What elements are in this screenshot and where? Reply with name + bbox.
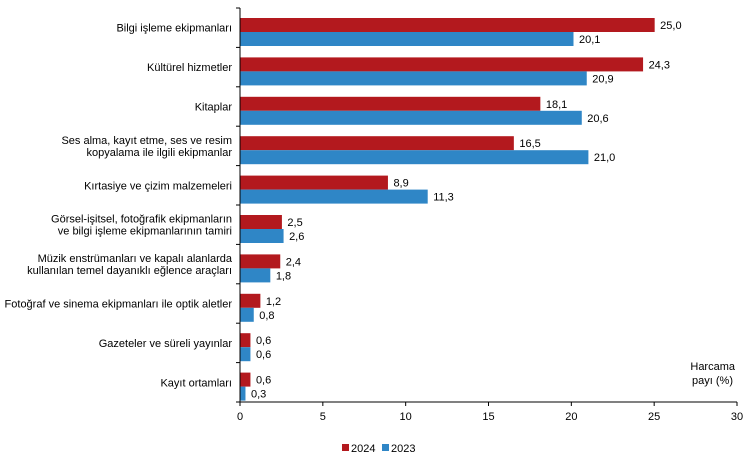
- category-label: Görsel-işitsel, fotoğrafik ekipmanların: [51, 214, 232, 226]
- category-label: Kırtasiye ve çizim malzemeleri: [84, 180, 232, 192]
- data-label-2023: 20,9: [592, 73, 613, 85]
- category-label: ve bilgi işleme ekipmanlarının tamiri: [58, 226, 232, 238]
- data-label-2023: 0,3: [251, 389, 266, 401]
- data-label-2024: 16,5: [519, 138, 540, 150]
- bar-2024: [240, 333, 251, 348]
- data-label-2023: 20,6: [587, 113, 608, 125]
- bar-2024: [240, 215, 282, 229]
- data-label-2024: 8,9: [393, 178, 408, 190]
- bar-2023: [240, 71, 587, 86]
- category-label: Kayıt ortamları: [160, 377, 232, 389]
- data-label-2023: 20,1: [579, 34, 600, 46]
- category-label: Fotoğraf ve sinema ekipmanları ile optik…: [5, 299, 233, 311]
- category-label: Ses alma, kayıt etme, ses ve resim: [61, 135, 232, 147]
- bar-2023: [240, 229, 284, 243]
- bar-2024: [240, 96, 541, 111]
- data-label-2023: 11,3: [433, 192, 454, 204]
- bar-2023: [240, 268, 271, 283]
- bar-2024: [240, 293, 261, 308]
- category-label: kullanılan temel dayanıklı eğlence araçl…: [27, 265, 232, 277]
- data-label-2024: 1,2: [266, 296, 281, 308]
- bar-2024: [240, 254, 281, 269]
- x-tick-label: 0: [237, 411, 243, 423]
- category-label: Kitaplar: [195, 102, 233, 114]
- data-label-2023: 21,0: [594, 152, 615, 164]
- bar-2024: [240, 372, 251, 387]
- bar-2023: [240, 307, 254, 322]
- x-axis-title: payı (%): [692, 375, 733, 387]
- data-label-2024: 0,6: [256, 335, 271, 347]
- data-label-2023: 0,8: [259, 310, 274, 322]
- data-label-2024: 24,3: [649, 59, 670, 71]
- data-label-2023: 2,6: [289, 231, 304, 243]
- category-label: Kültürel hizmetler: [147, 62, 232, 74]
- data-label-2023: 0,6: [256, 349, 271, 361]
- data-label-2024: 2,4: [286, 256, 301, 268]
- x-tick-label: 25: [648, 411, 660, 423]
- x-tick-label: 20: [565, 411, 577, 423]
- bar-2023: [240, 150, 589, 165]
- category-label: Bilgi işleme ekipmanları: [116, 23, 232, 35]
- x-tick-label: 15: [482, 411, 494, 423]
- legend-label-2023: 2023: [391, 443, 415, 455]
- bar-2023: [240, 32, 574, 46]
- data-label-2024: 2,5: [287, 217, 302, 229]
- x-tick-label: 30: [731, 411, 743, 423]
- x-tick-label: 10: [400, 411, 412, 423]
- category-label: Müzik enstrümanları ve kapalı alanlarda: [38, 253, 233, 265]
- x-tick-label: 5: [320, 411, 326, 423]
- bar-2023: [240, 110, 582, 125]
- legend-label-2024: 2024: [351, 443, 375, 455]
- bar-2024: [240, 57, 644, 72]
- bar-2024: [240, 136, 514, 151]
- bar-2024: [240, 175, 388, 190]
- data-label-2024: 25,0: [660, 20, 681, 32]
- bar-2023: [240, 189, 428, 204]
- bar-2024: [240, 18, 655, 32]
- legend-swatch-2023: [382, 444, 389, 451]
- category-label: Gazeteler ve süreli yayınlar: [99, 338, 233, 350]
- legend-swatch-2024: [342, 444, 349, 451]
- bar-2023: [240, 347, 251, 362]
- x-axis-title: Harcama: [690, 361, 736, 373]
- data-label-2023: 1,8: [276, 270, 291, 282]
- data-label-2024: 18,1: [546, 99, 567, 111]
- bar-2023: [240, 386, 246, 401]
- data-label-2024: 0,6: [256, 375, 271, 387]
- category-label: kopyalama ile ilgili ekipmanlar: [86, 147, 232, 159]
